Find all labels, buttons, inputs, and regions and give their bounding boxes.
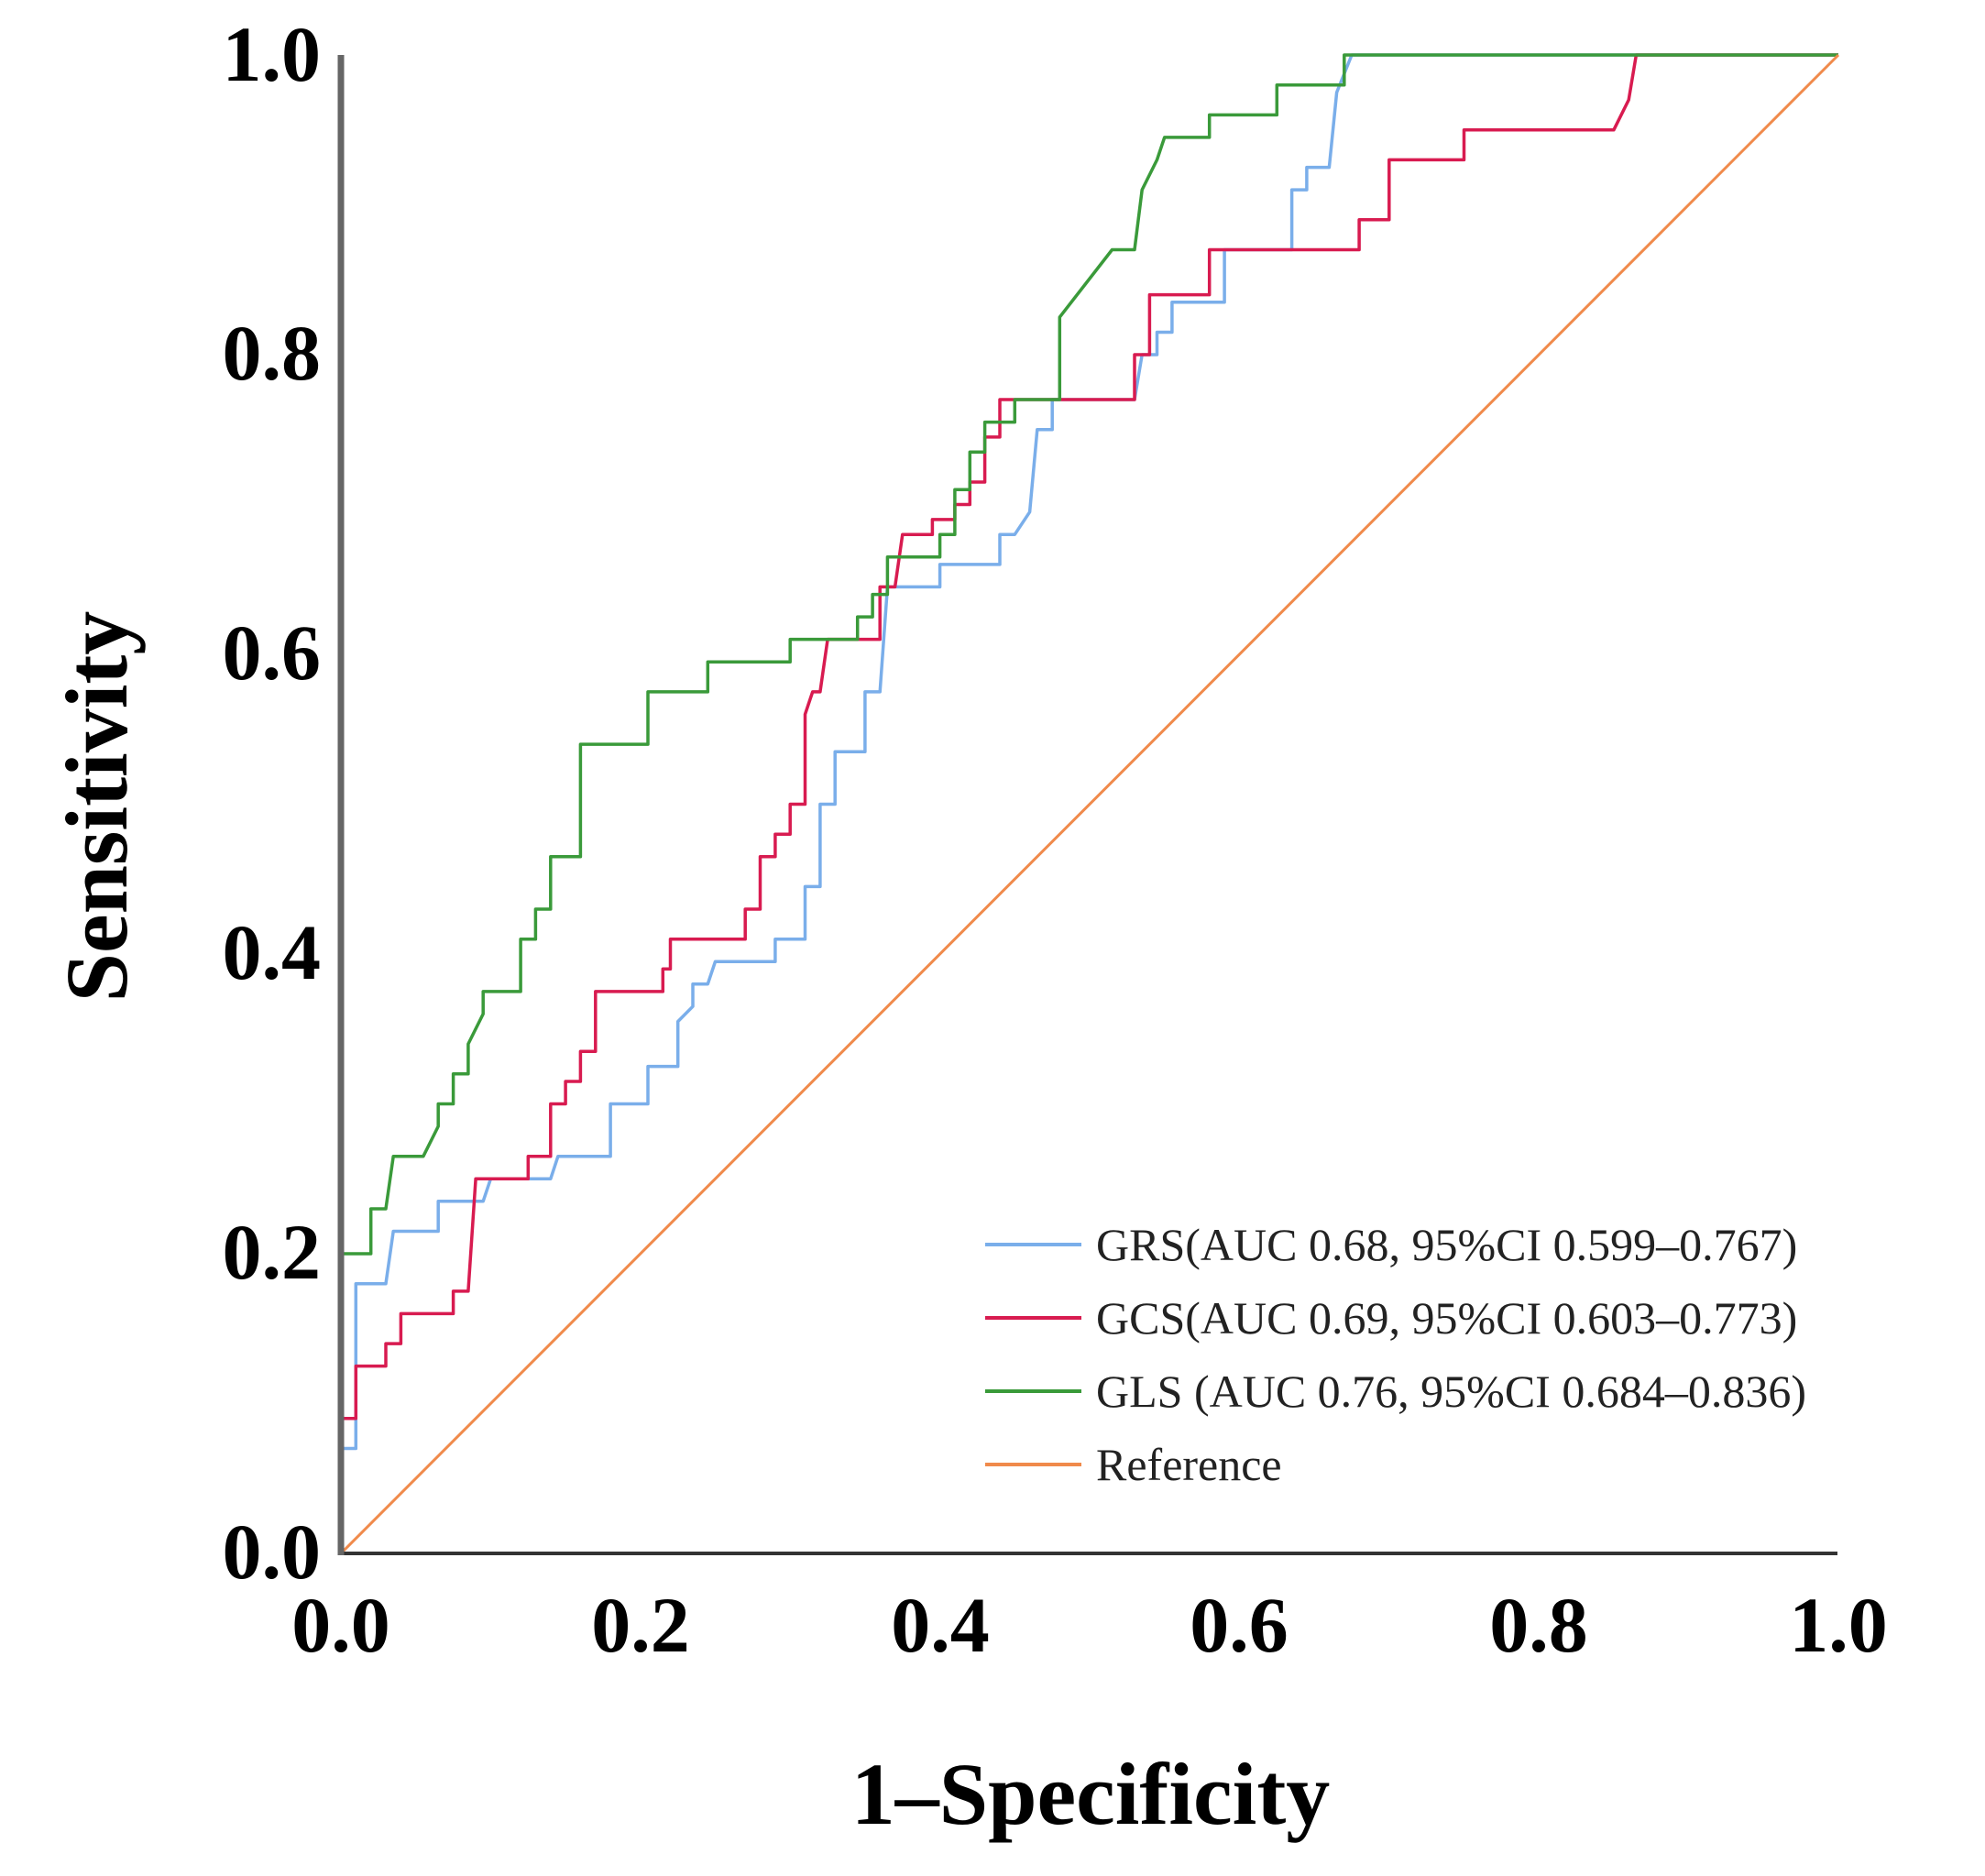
x-tick-label: 1.0	[1789, 1581, 1888, 1669]
series-line-gcs	[339, 53, 1838, 1553]
x-tick-label: 0.2	[591, 1581, 690, 1669]
series-line-gls	[339, 53, 1838, 1553]
legend: GRS(AUC 0.68, 95%CI 0.599–0.767) GCS(AUC …	[985, 1219, 1806, 1490]
x-axis-title: 1–Specificity	[851, 1745, 1331, 1843]
y-tick-label: 0.2	[223, 1208, 322, 1296]
legend-label-gcs: GCS(AUC 0.69, 95%CI 0.603–0.773)	[1096, 1292, 1797, 1344]
x-tick-label: 0.8	[1489, 1581, 1588, 1669]
y-tick-label: 0.0	[223, 1508, 322, 1596]
y-tick-label: 0.4	[223, 908, 322, 996]
y-tick-label: 0.8	[223, 309, 322, 397]
legend-label-gls: GLS (AUC 0.76, 95%CI 0.684–0.836)	[1096, 1366, 1806, 1417]
y-axis-title: Sensitivity	[48, 611, 146, 1003]
series-line-reference	[339, 53, 1840, 1555]
legend-label-grs: GRS(AUC 0.68, 95%CI 0.599–0.767)	[1096, 1219, 1797, 1270]
series-layer	[339, 53, 1840, 1555]
y-tick-label: 1.0	[223, 10, 322, 98]
series-line-grs	[339, 53, 1838, 1553]
x-tick-label: 0.4	[891, 1581, 990, 1669]
x-tick-label: 0.6	[1190, 1581, 1289, 1669]
y-tick-label: 0.6	[223, 609, 322, 697]
legend-label-reference: Reference	[1096, 1439, 1282, 1490]
x-tick-label: 0.0	[291, 1581, 390, 1669]
